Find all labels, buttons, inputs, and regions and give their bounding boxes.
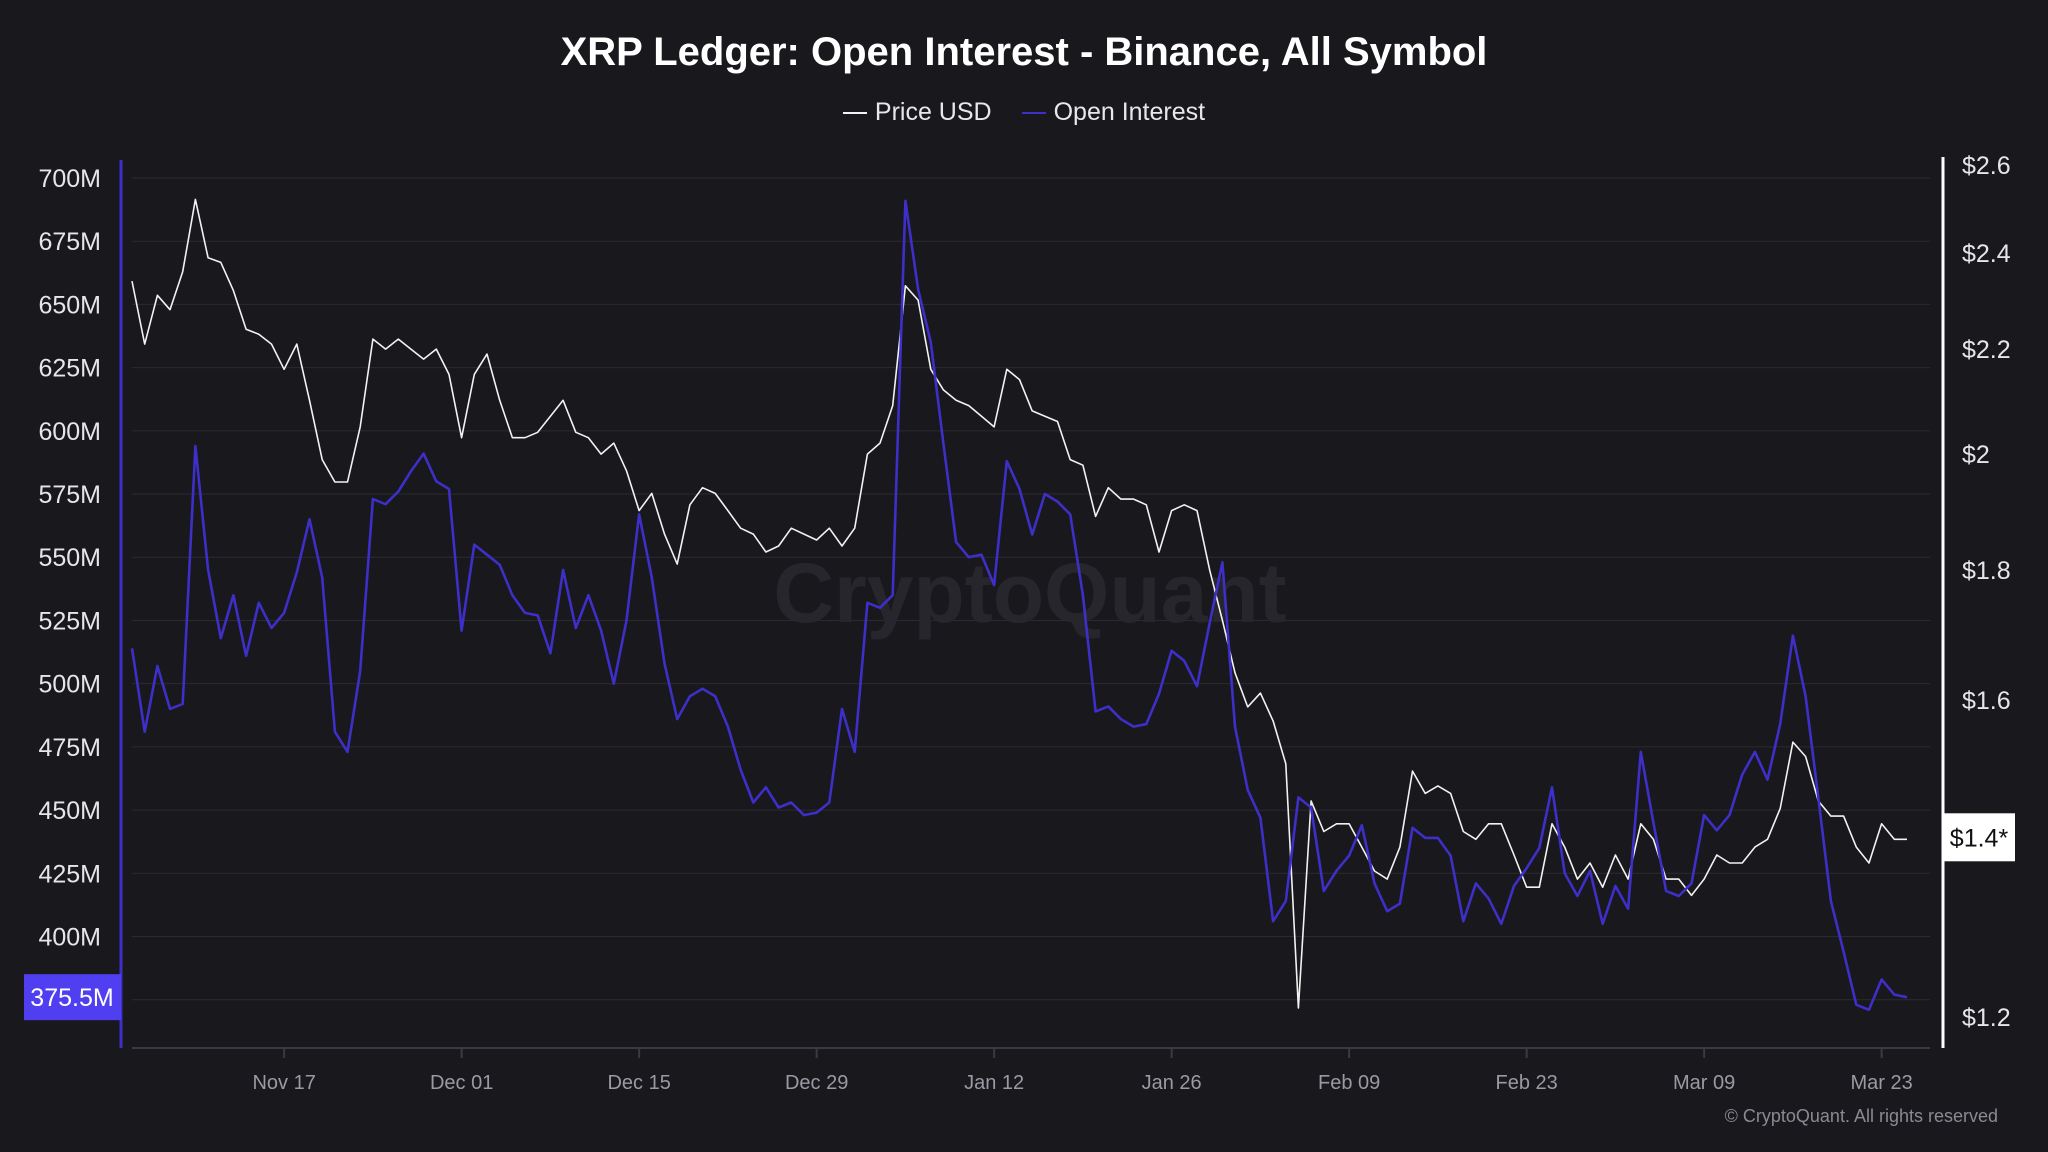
left-tick-label: 700M: [38, 165, 101, 193]
x-tick-label: Dec 15: [607, 1072, 670, 1094]
right-tick-label: $1.2: [1962, 1004, 2011, 1032]
x-tick-label: Nov 17: [252, 1072, 315, 1094]
watermark: CryptoQuant: [773, 546, 1286, 640]
open-interest-swatch: [1021, 111, 1046, 114]
x-tick-label: Jan 26: [1142, 1072, 1202, 1094]
legend: Price USD Open Interest: [0, 98, 2048, 127]
x-tick-label: Jan 12: [964, 1072, 1024, 1094]
right-tick-label: $2.2: [1962, 336, 2011, 364]
price-swatch: [842, 111, 867, 114]
legend-label-open-interest: Open Interest: [1053, 98, 1206, 126]
left-tick-label: 575M: [38, 481, 101, 509]
right-tick-label: $2.6: [1962, 152, 2011, 180]
left-tick-label: 400M: [38, 923, 101, 951]
left-tick-label: 450M: [38, 797, 101, 825]
x-tick-label: Mar 09: [1673, 1072, 1735, 1094]
legend-item-open-interest[interactable]: Open Interest: [1021, 98, 1206, 127]
left-tick-label: 525M: [38, 607, 101, 635]
left-tick-label: 675M: [38, 228, 101, 256]
price-current-label: $1.4*: [1950, 824, 2009, 852]
open-interest-line: [130, 199, 1908, 1012]
left-tick-label: 475M: [38, 734, 101, 762]
price-line: [131, 198, 1907, 1009]
x-tick-label: Feb 23: [1496, 1072, 1558, 1094]
open-interest-current-label: 375.5M: [30, 984, 113, 1012]
left-tick-label: 425M: [38, 860, 101, 888]
chart-title: XRP Ledger: Open Interest - Binance, All…: [560, 30, 1488, 74]
x-tick-label: Mar 23: [1851, 1072, 1913, 1094]
legend-item-price[interactable]: Price USD: [842, 98, 992, 127]
left-tick-label: 500M: [38, 671, 101, 699]
x-tick-label: Dec 01: [430, 1072, 493, 1094]
open-interest-current-flag: [24, 974, 121, 1021]
copyright: © CryptoQuant. All rights reserved: [1724, 1106, 1998, 1126]
price-current-flag: [1943, 813, 2015, 862]
left-tick-label: 600M: [38, 418, 101, 446]
x-tick-label: Dec 29: [785, 1072, 848, 1094]
right-tick-label: $1.6: [1962, 687, 2011, 715]
left-tick-label: 650M: [38, 291, 101, 319]
right-tick-label: $1.8: [1962, 557, 2011, 585]
legend-label-price: Price USD: [874, 98, 992, 126]
right-tick-label: $2: [1962, 441, 1990, 469]
left-tick-label: 625M: [38, 355, 101, 383]
left-tick-label: 550M: [38, 544, 101, 572]
right-tick-label: $2.4: [1962, 240, 2011, 268]
x-tick-label: Feb 09: [1318, 1072, 1380, 1094]
